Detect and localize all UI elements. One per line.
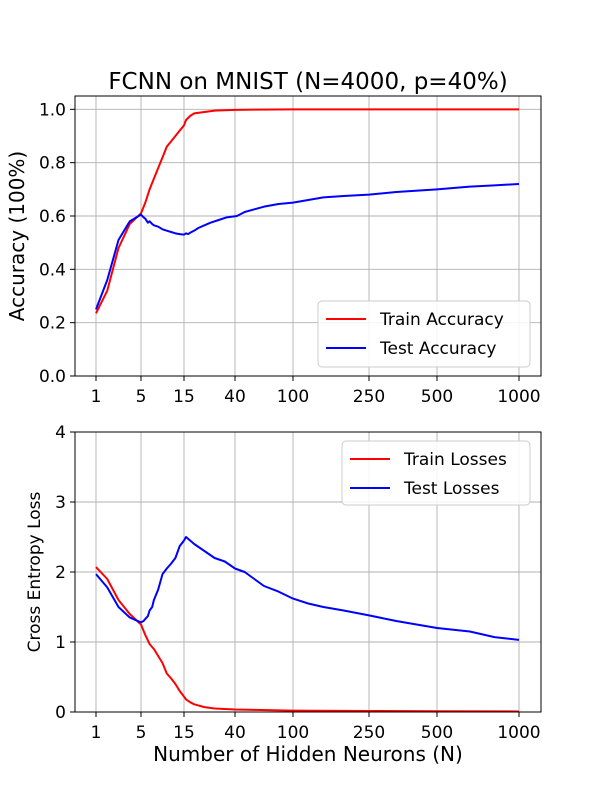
x-tick-label: 250 — [353, 387, 385, 407]
x-tick-label: 15 — [173, 723, 195, 743]
y-tick-label: 0 — [55, 703, 66, 723]
y-tick-label: 3 — [55, 493, 66, 513]
x-tick-label: 100 — [277, 387, 309, 407]
y-tick-label: 0.8 — [39, 154, 66, 174]
legend-label: Test Accuracy — [379, 339, 497, 359]
legend-label: Train Losses — [403, 450, 507, 470]
legend-label: Test Losses — [403, 479, 500, 499]
y-axis-label: Accuracy (100%) — [5, 151, 29, 321]
y-tick-label: 0.6 — [39, 207, 66, 227]
x-tick-label: 5 — [136, 387, 147, 407]
y-tick-label: 1.0 — [39, 100, 66, 120]
y-axis-label: Cross Entropy Loss — [25, 491, 45, 652]
x-tick-label: 100 — [277, 723, 309, 743]
train-losses-line — [95, 566, 520, 713]
y-tick-label: 4 — [55, 423, 66, 443]
x-tick-label: 15 — [173, 387, 195, 407]
legend-box — [317, 300, 531, 368]
x-tick-label: 1000 — [497, 387, 540, 407]
test-accuracy-line — [95, 183, 520, 310]
y-tick-label: 0.0 — [39, 367, 66, 387]
y-tick-label: 0.4 — [39, 260, 66, 280]
train-accuracy-line — [95, 108, 519, 314]
x-tick-label: 1 — [91, 387, 102, 407]
x-tick-label: 500 — [421, 723, 453, 743]
y-tick-label: 1 — [55, 633, 66, 653]
x-tick-label: 40 — [224, 723, 246, 743]
legend: Train Accuracy Test Accuracy — [317, 300, 531, 368]
x-tick-label: 250 — [353, 723, 385, 743]
x-tick-label: 40 — [224, 387, 246, 407]
legend: Train Losses Test Losses — [341, 440, 531, 506]
x-tick-label: 1 — [91, 723, 102, 743]
x-tick-label: 5 — [136, 723, 147, 743]
x-tick-label: 1000 — [497, 723, 540, 743]
x-axis-label: Number of Hidden Neurons (N) — [153, 742, 463, 766]
legend-label: Train Accuracy — [379, 310, 504, 330]
test-losses-line — [95, 536, 520, 641]
figure-title: FCNN on MNIST (N=4000, p=40%) — [108, 69, 507, 95]
y-tick-label: 2 — [55, 563, 66, 583]
plot-frame — [74, 95, 542, 377]
x-tick-label: 500 — [421, 387, 453, 407]
accuracy-chart: 1 5 15 40 100 250 500 10000.00.20.40.60.81.0Acc… — [5, 95, 542, 407]
y-tick-label: 0.2 — [39, 314, 66, 334]
